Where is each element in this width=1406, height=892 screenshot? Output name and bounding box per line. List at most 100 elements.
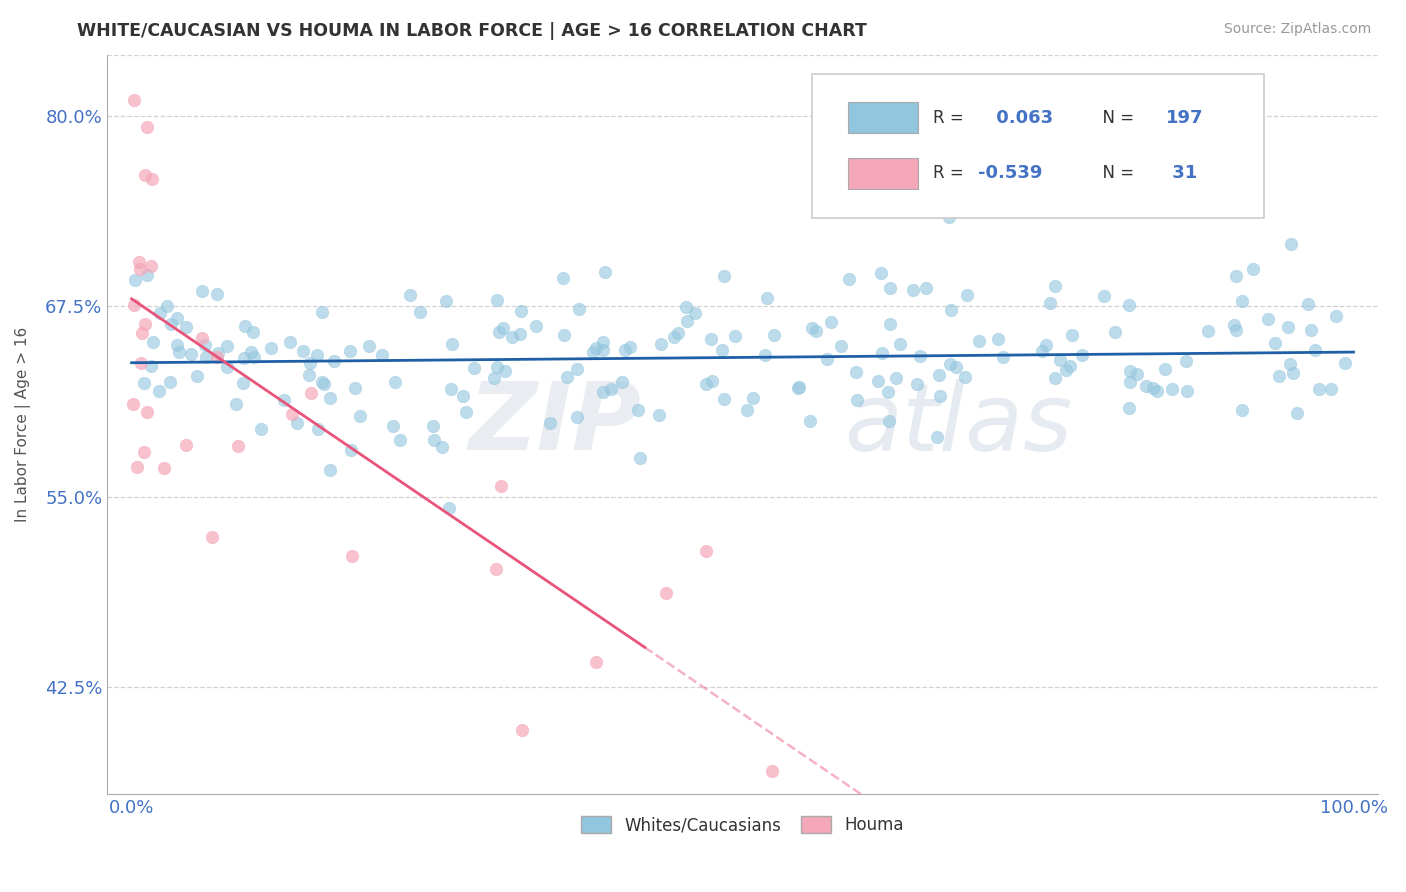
Point bbox=[655, 585, 678, 599]
Point bbox=[619, 340, 641, 354]
Point bbox=[166, 310, 188, 325]
Point bbox=[925, 429, 948, 443]
Point bbox=[285, 416, 308, 430]
Point bbox=[1045, 279, 1067, 293]
Point bbox=[307, 422, 329, 436]
Point bbox=[592, 334, 614, 349]
Point bbox=[240, 345, 263, 359]
Text: N =: N = bbox=[1092, 164, 1139, 182]
Point bbox=[142, 335, 165, 350]
Point bbox=[194, 338, 217, 352]
Point bbox=[441, 337, 464, 351]
Point bbox=[967, 334, 990, 348]
Point bbox=[129, 356, 152, 370]
Point bbox=[501, 330, 523, 344]
Text: Source: ZipAtlas.com: Source: ZipAtlas.com bbox=[1223, 22, 1371, 37]
Point bbox=[799, 414, 821, 428]
Point bbox=[1225, 268, 1247, 283]
Point bbox=[993, 350, 1015, 364]
Point bbox=[124, 273, 146, 287]
Point bbox=[567, 362, 589, 376]
Point bbox=[1118, 364, 1140, 378]
Point bbox=[136, 405, 159, 419]
Point bbox=[870, 266, 893, 280]
Point bbox=[666, 326, 689, 340]
Point bbox=[174, 320, 197, 334]
Point bbox=[1267, 369, 1289, 384]
Point bbox=[371, 348, 394, 362]
Point bbox=[538, 416, 561, 430]
Point bbox=[956, 288, 979, 302]
Point bbox=[311, 305, 333, 319]
Point bbox=[319, 463, 342, 477]
Point bbox=[1324, 310, 1347, 324]
Point bbox=[1225, 323, 1247, 337]
Point bbox=[1039, 296, 1062, 310]
Point bbox=[292, 344, 315, 359]
Point bbox=[675, 301, 697, 315]
Point bbox=[205, 287, 228, 301]
Point bbox=[482, 371, 505, 385]
Point bbox=[735, 403, 758, 417]
Point bbox=[340, 549, 363, 563]
Point bbox=[676, 314, 699, 328]
Point bbox=[322, 354, 344, 368]
Point bbox=[938, 357, 960, 371]
Point bbox=[1104, 325, 1126, 339]
Point bbox=[423, 433, 446, 447]
Text: R =: R = bbox=[934, 164, 969, 182]
Point bbox=[1125, 367, 1147, 381]
Point bbox=[1281, 366, 1303, 380]
Point bbox=[1230, 402, 1253, 417]
Point bbox=[804, 324, 827, 338]
Point bbox=[225, 397, 247, 411]
Text: 31: 31 bbox=[1166, 164, 1197, 182]
Point bbox=[915, 281, 938, 295]
Point bbox=[1333, 356, 1355, 370]
Point bbox=[134, 376, 156, 391]
Point bbox=[1232, 293, 1254, 308]
Point bbox=[585, 656, 607, 670]
Text: WHITE/CAUCASIAN VS HOUMA IN LABOR FORCE | AGE > 16 CORRELATION CHART: WHITE/CAUCASIAN VS HOUMA IN LABOR FORCE … bbox=[77, 22, 868, 40]
Point bbox=[134, 168, 156, 182]
Point bbox=[141, 172, 163, 186]
Point bbox=[381, 419, 404, 434]
Point bbox=[1241, 262, 1264, 277]
Point bbox=[232, 351, 254, 366]
Point bbox=[454, 405, 477, 419]
Point bbox=[207, 346, 229, 360]
Point bbox=[928, 368, 950, 382]
Point bbox=[232, 376, 254, 391]
Legend: Whites/Caucasians, Houma: Whites/Caucasians, Houma bbox=[575, 809, 911, 841]
Point bbox=[600, 383, 623, 397]
Point bbox=[868, 374, 890, 388]
Point bbox=[1286, 406, 1309, 420]
Point bbox=[1142, 381, 1164, 395]
Point bbox=[281, 407, 304, 421]
Point bbox=[250, 422, 273, 436]
Text: -0.539: -0.539 bbox=[977, 164, 1042, 182]
Point bbox=[215, 339, 238, 353]
Text: N =: N = bbox=[1092, 109, 1139, 127]
FancyBboxPatch shape bbox=[813, 74, 1264, 218]
Point bbox=[485, 562, 508, 576]
Point bbox=[945, 359, 967, 374]
Point bbox=[756, 291, 779, 305]
Point bbox=[524, 318, 547, 333]
Point bbox=[614, 343, 637, 358]
Point bbox=[486, 293, 509, 307]
Point bbox=[1197, 324, 1219, 338]
Point bbox=[432, 440, 454, 454]
Point bbox=[710, 343, 733, 357]
Point bbox=[553, 327, 575, 342]
Point bbox=[908, 350, 931, 364]
Point bbox=[1296, 297, 1319, 311]
Point bbox=[870, 345, 893, 359]
Text: 0.063: 0.063 bbox=[990, 109, 1053, 127]
Point bbox=[273, 392, 295, 407]
Point bbox=[702, 374, 724, 388]
Point bbox=[939, 303, 962, 318]
Point bbox=[357, 339, 380, 353]
Point bbox=[741, 391, 763, 405]
Point bbox=[139, 259, 162, 273]
